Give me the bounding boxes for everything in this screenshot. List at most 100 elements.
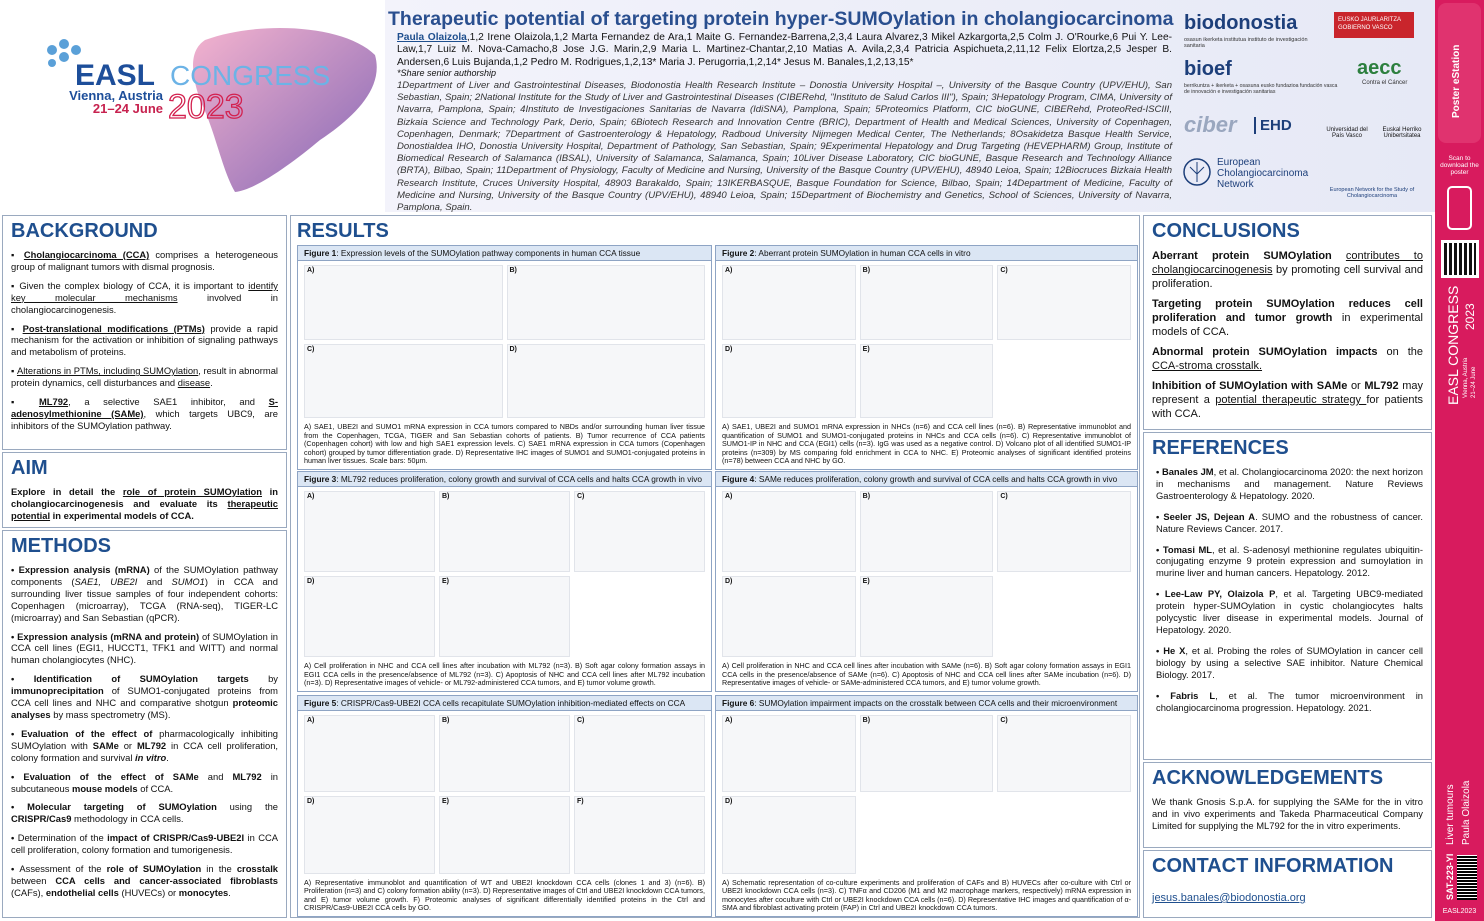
bullet: Alterations in PTMs, including SUMOylati…	[11, 365, 278, 389]
run: identify key molecular mechanisms	[11, 279, 278, 303]
congress-logo: EASL CONGRESS Vienna, Austria 21–24 June…	[47, 28, 377, 192]
panel: A)	[304, 265, 503, 340]
run: Given the complex biology of CCA, it is …	[19, 279, 249, 291]
run: comprises a heterogeneous group of malig…	[11, 249, 278, 272]
bullet: ML792, a selective SAE1 inhibitor, and S…	[11, 396, 278, 432]
author-list: ,1,2 Irene Olaizola,1,2 Marta Fernandez …	[397, 32, 1172, 68]
panel: A)	[722, 491, 856, 573]
gv1: EUSKO JAURLARITZA	[1338, 17, 1402, 23]
run: . SUMO and the robustness of cancer. Nat…	[1156, 510, 1424, 534]
figure-title: Figure 2: Aberrant protein SUMOylation i…	[716, 246, 1137, 261]
run: , which targets UBC9, are inhibitors of …	[11, 407, 278, 431]
reference: Banales JM, et al. Cholangiocarcinoma 20…	[1156, 466, 1423, 502]
run: ML792	[232, 770, 262, 782]
run: Evaluation of the effect of SAMe	[23, 770, 199, 782]
run: involved in cholangiocarcinogenesis.	[11, 291, 278, 315]
logo-bioef-sub: berrikuntza + ikerketa + osasuna eusko f…	[1184, 83, 1338, 95]
figure-title: Figure 6: SUMOylation impairment impacts…	[716, 696, 1137, 711]
references-section: REFERENCES Banales JM, et al. Cholangioc…	[1143, 432, 1432, 760]
conclusion: Aberrant protein SUMOylation contributes…	[1152, 249, 1423, 291]
email[interactable]: jesus.banales@biodonostia.org	[1152, 892, 1306, 904]
run: contributes to cholangiocarcinogenesis	[1152, 250, 1423, 276]
tag: EASL2023	[1442, 908, 1477, 915]
heading: BACKGROUND	[11, 220, 158, 242]
run: Fabris L	[1170, 689, 1216, 701]
run: Lee-Law PY, Olaizola P	[1164, 588, 1276, 600]
run: between	[11, 874, 56, 886]
conclusion: Targeting protein SUMOylation reduces ce…	[1152, 297, 1423, 339]
bullet: Determination of the impact of CRISPR/Ca…	[11, 832, 278, 856]
run: CRISPR/Cas9	[11, 813, 72, 825]
panel: D)	[722, 576, 856, 658]
reference: Fabris L, et al. The tumor microenvironm…	[1156, 690, 1423, 714]
run: proteomic analyses	[11, 697, 278, 720]
figure-caption: A) SAE1, UBE2I and SUMO1 mRNA expression…	[722, 422, 1131, 466]
panel: E)	[859, 343, 994, 419]
figure-title-text: : SUMOylation impairment impacts on the …	[754, 698, 1118, 708]
background-section: BACKGROUND Cholangiocarcinoma (CCA) comp…	[2, 215, 287, 450]
topic: Liver tumours	[1445, 784, 1456, 845]
panel-label: D)	[307, 578, 315, 586]
run: pharmacologically inhibiting SUMOylation…	[11, 727, 278, 751]
title: Therapeutic potential of targeting prote…	[388, 8, 1174, 30]
reference: Lee-Law PY, Olaizola P, et al. Targeting…	[1156, 588, 1423, 636]
run: Molecular targeting of SUMOylation	[27, 801, 217, 813]
code: SAT-223-YI	[1445, 853, 1455, 900]
bullet: Molecular targeting of SUMOylation using…	[11, 801, 278, 825]
partner-logos: biodonostia osasun ikerketa institutua i…	[1182, 12, 1432, 207]
panel-label: C)	[1000, 493, 1008, 500]
side-year: 2023	[1463, 303, 1477, 330]
panel: F)	[574, 796, 705, 874]
run: by	[248, 673, 278, 685]
run: Targeting protein SUMOylation reduces ce…	[1152, 298, 1423, 324]
congress: CONGRESS	[170, 60, 330, 91]
panel-label: A)	[725, 267, 733, 274]
panel-label: D)	[725, 578, 733, 586]
run: in cholangiocarcinogenesis and evaluate …	[11, 486, 279, 509]
side-dates: 21–24 June	[1471, 366, 1477, 398]
estation: Poster eStation	[1451, 44, 1462, 118]
bullet: Expression analysis (mRNA and protein) o…	[11, 631, 278, 667]
run: monocytes	[178, 886, 229, 898]
figure-caption: A) Schematic representation of co-cultur…	[722, 877, 1131, 913]
bullet: Expression analysis (mRNA) of the SUMOyl…	[11, 564, 278, 624]
logo-upv2: Euskal Herriko Unibertsitatea	[1382, 127, 1422, 139]
figure: Figure 1: Expression levels of the SUMOy…	[297, 245, 712, 470]
figure-title-text: : CRISPR/Cas9-UBE2I CCA cells recapitula…	[336, 698, 686, 708]
figure: Figure 5: CRISPR/Cas9-UBE2I CCA cells re…	[297, 695, 712, 917]
run: , a selective SAE1 inhibitor, and	[68, 396, 269, 408]
panel-label: B)	[509, 267, 517, 274]
panel-label: E)	[442, 798, 449, 806]
barcode	[1457, 855, 1477, 900]
run: or	[118, 739, 137, 751]
figure-title: Figure 4: SAMe reduces proliferation, co…	[716, 472, 1137, 487]
heading: CONTACT INFORMATION	[1152, 855, 1394, 877]
panel: D)	[722, 796, 856, 874]
figure: Figure 4: SAMe reduces proliferation, co…	[715, 471, 1138, 692]
run: CCA cells and cancer-associated fibrobla…	[55, 874, 278, 886]
panel-label: C)	[577, 717, 585, 724]
panel: E)	[439, 796, 570, 874]
run: Cholangiocarcinoma (CCA)	[23, 249, 150, 260]
panel-label: D)	[725, 798, 733, 806]
panel: B)	[859, 715, 994, 793]
run: Explore in detail the	[11, 486, 123, 497]
acknowledgements-section: ACKNOWLEDGEMENTS We thank Gnosis S.p.A. …	[1143, 762, 1432, 848]
panel-label: A)	[307, 493, 315, 500]
panel: C)	[304, 343, 503, 419]
run: Determination of the	[17, 832, 108, 844]
bullet: Identification of SUMOylation targets by…	[11, 673, 278, 721]
city: Vienna, Austria	[69, 88, 164, 103]
bullet: Cholangiocarcinoma (CCA) comprises a het…	[11, 249, 278, 273]
run: methodology in CCA cells.	[71, 813, 184, 825]
panel-label: B)	[442, 717, 450, 724]
heading: REFERENCES	[1152, 437, 1289, 459]
run: using the	[216, 801, 278, 813]
run: in experimental models of CCA.	[1152, 312, 1423, 338]
logo-upv1: Universidad del País Vasco	[1326, 127, 1368, 139]
logo-aecc: aecc	[1357, 57, 1402, 79]
run: CCA-stroma crosstalk.	[1152, 360, 1263, 372]
run: provide a rapid mechanism for the activa…	[11, 322, 279, 358]
figure-title: Figure 1: Expression levels of the SUMOy…	[298, 246, 711, 261]
affiliations: 1Department of Liver and Gastrointestina…	[397, 80, 1172, 214]
